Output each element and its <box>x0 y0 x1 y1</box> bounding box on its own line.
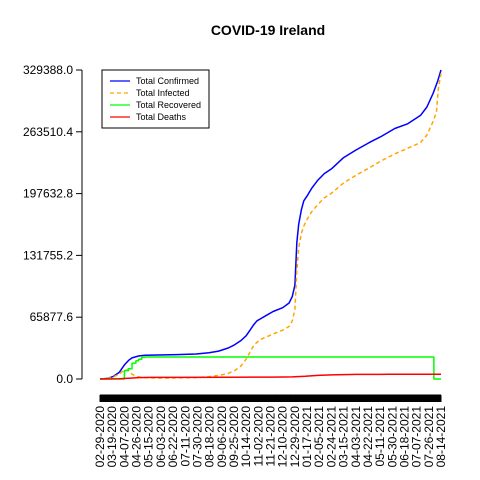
x-tick-label: 05-11-2021 <box>373 406 387 467</box>
y-tick-label: 197632.8 <box>23 187 73 201</box>
x-tick-label: 05-30-2021 <box>385 406 399 468</box>
legend-label-total-recovered: Total Recovered <box>136 100 201 110</box>
x-tick-label: 04-26-2020 <box>130 406 144 468</box>
x-tick-label: 01-17-2021 <box>300 406 314 468</box>
x-tick-label: 04-07-2020 <box>117 406 131 468</box>
series-layer <box>99 69 442 380</box>
x-tick-label: 09-25-2020 <box>227 406 241 468</box>
x-tick-label: 07-26-2021 <box>422 406 436 468</box>
x-tick-label: 07-11-2020 <box>178 406 192 467</box>
y-tick-label: 0.0 <box>56 372 73 386</box>
legend-label-total-deaths: Total Deaths <box>136 112 187 122</box>
x-axis: 02-29-202003-19-202004-07-202004-26-2020… <box>93 394 448 468</box>
series-line-total-confirmed <box>99 69 442 380</box>
x-tick-label: 09-06-2020 <box>215 406 229 468</box>
x-tick-label: 08-14-2021 <box>434 406 448 468</box>
x-tick-label: 08-18-2020 <box>203 406 217 468</box>
x-tick-label: 07-07-2021 <box>410 406 424 468</box>
x-tick-label: 05-15-2020 <box>142 406 156 468</box>
x-tick-label: 06-03-2020 <box>154 406 168 468</box>
x-tick-label: 03-15-2021 <box>337 406 351 468</box>
y-tick-label: 263510.4 <box>23 125 73 139</box>
x-tick-label: 11-02-2020 <box>251 406 265 467</box>
legend-label-total-confirmed: Total Confirmed <box>136 76 199 86</box>
chart-title: COVID-19 Ireland <box>211 22 325 38</box>
x-tick-label: 02-05-2021 <box>312 406 326 468</box>
x-tick-label: 03-19-2020 <box>105 406 119 468</box>
x-tick-label: 12-10-2020 <box>276 406 290 468</box>
x-tick-label: 04-22-2021 <box>361 406 375 468</box>
x-tick-label: 06-18-2021 <box>397 406 411 468</box>
x-tick-label: 02-29-2020 <box>93 406 107 468</box>
legend-label-total-infected: Total Infected <box>136 88 190 98</box>
y-tick-label: 131755.2 <box>23 248 73 262</box>
x-tick-label: 12-29-2020 <box>288 406 302 468</box>
x-tick-label: 10-14-2020 <box>239 406 253 468</box>
series-line-total-deaths <box>99 373 441 380</box>
x-tick-label: 06-22-2020 <box>166 406 180 468</box>
x-tick-label: 11-21-2020 <box>264 406 278 467</box>
x-tick-label: 04-03-2021 <box>349 406 363 468</box>
x-tick-label: 02-24-2021 <box>324 406 338 468</box>
y-axis: 0.0 65877.6 131755.2 197632.8 263510.4 329388… <box>23 63 83 386</box>
series-line-total-recovered <box>100 356 441 380</box>
y-tick-label: 329388.0 <box>23 63 73 77</box>
y-tick-label: 65877.6 <box>30 310 74 324</box>
x-tick-label: 07-30-2020 <box>190 406 204 468</box>
legend-box <box>101 69 210 129</box>
legend: Total Confirmed Total Infected Total Recov… <box>101 69 210 129</box>
